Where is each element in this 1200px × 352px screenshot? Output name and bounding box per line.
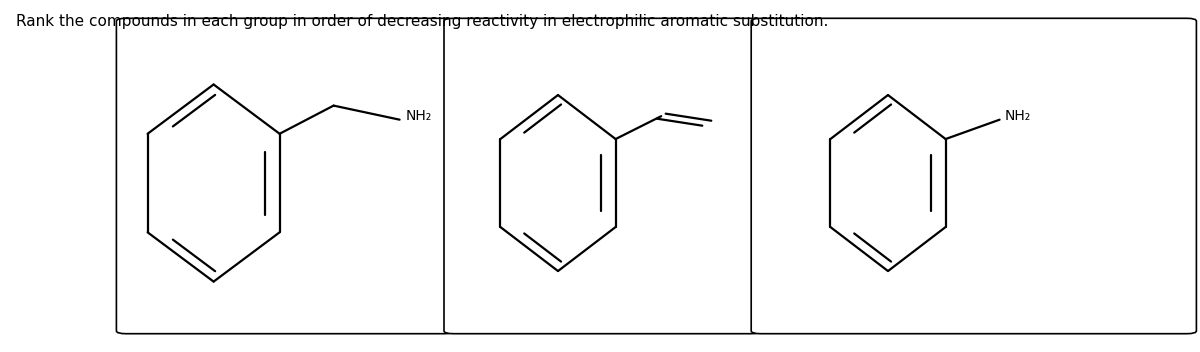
FancyBboxPatch shape	[751, 18, 1196, 334]
Text: Rank the compounds in each group in order of decreasing reactivity in electrophi: Rank the compounds in each group in orde…	[16, 14, 828, 29]
Text: NH₂: NH₂	[1004, 109, 1031, 123]
FancyBboxPatch shape	[444, 18, 761, 334]
Text: NH₂: NH₂	[406, 109, 432, 123]
FancyBboxPatch shape	[116, 18, 454, 334]
